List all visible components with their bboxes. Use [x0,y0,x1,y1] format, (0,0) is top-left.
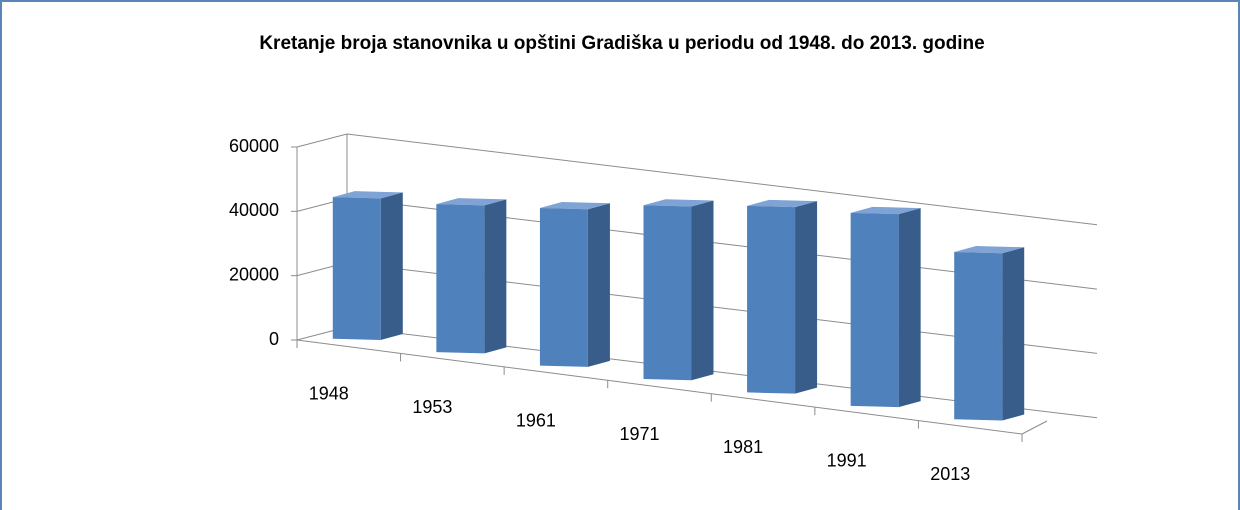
side-grid-line [296,133,348,148]
bar [643,199,714,381]
bar [332,191,403,340]
bar-side [691,200,714,381]
bar-front [539,207,588,367]
bar-front [850,212,899,408]
bar-front [747,205,796,394]
bar-top [747,199,818,208]
x-tick-label: 1981 [723,437,763,457]
bar-front [436,204,485,354]
bar [436,198,507,354]
bar [850,206,921,408]
bar-side [795,201,818,394]
bar-front [954,252,1003,421]
bar-side [380,192,403,340]
bar-top [643,199,714,207]
floor-right [1021,420,1048,435]
y-tick-label: 60000 [229,136,279,156]
bar-front [332,197,381,340]
y-tick-label: 20000 [229,264,279,284]
x-tick-label: 1971 [619,424,659,444]
bar-side [1002,247,1025,421]
x-axis [296,339,1023,435]
bar [539,201,610,367]
bar-front [643,205,692,381]
bar-top [850,206,921,215]
bar-side [484,199,507,354]
chart-title: Kretanje broja stanovnika u opštini Grad… [259,33,985,54]
x-tick-label: 1991 [827,451,867,471]
x-tick-label: 1953 [412,397,452,417]
bar-top [954,246,1025,254]
x-tick-label: 1961 [516,410,556,430]
bar-top [436,198,507,206]
bar-side [587,203,610,367]
y-tick-label: 0 [269,329,279,349]
bar-top [539,201,610,210]
bar [954,246,1025,421]
x-tick-label: 1948 [309,383,349,403]
x-tick-label: 2013 [930,464,970,484]
bar-side [898,208,921,408]
bar-top [332,191,403,199]
y-tick-label: 40000 [229,200,279,220]
grid-line [346,133,1098,226]
bar [747,199,818,394]
